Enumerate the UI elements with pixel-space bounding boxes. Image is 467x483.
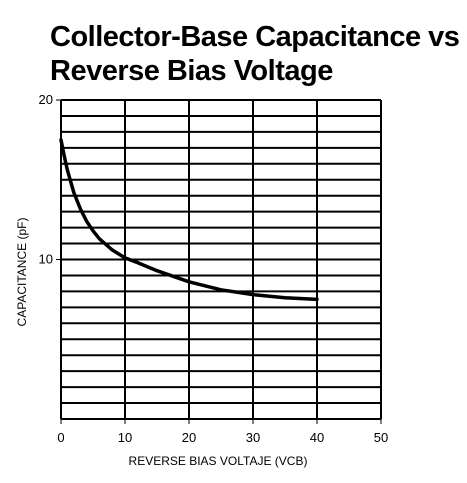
y-tick-label: 10 — [39, 252, 53, 267]
x-tick-labels: 0 10 20 30 40 50 — [57, 430, 388, 445]
chart-title: Collector-Base Capacitance vs Reverse Bi… — [50, 20, 460, 88]
x-tick-label: 30 — [246, 430, 260, 445]
chart-title-line-1: Collector-Base Capacitance vs — [50, 21, 460, 53]
x-tick-label: 50 — [374, 430, 388, 445]
x-tick-label: 0 — [57, 430, 64, 445]
capacitance-curve — [59, 138, 319, 302]
x-tick-label: 10 — [118, 430, 132, 445]
y-axis-label: CAPACITANCE (pF) — [15, 218, 29, 327]
x-tick-label: 40 — [310, 430, 324, 445]
series-group — [59, 138, 319, 302]
x-tick-label: 20 — [182, 430, 196, 445]
chart-title-line-2: Reverse Bias Voltage — [50, 55, 333, 87]
x-axis-label: REVERSE BIAS VOLTAJE (VCB) — [129, 454, 308, 468]
y-tick-label: 20 — [39, 92, 53, 107]
grid-lines — [56, 99, 382, 424]
y-tick-labels: 10 20 — [39, 92, 53, 267]
